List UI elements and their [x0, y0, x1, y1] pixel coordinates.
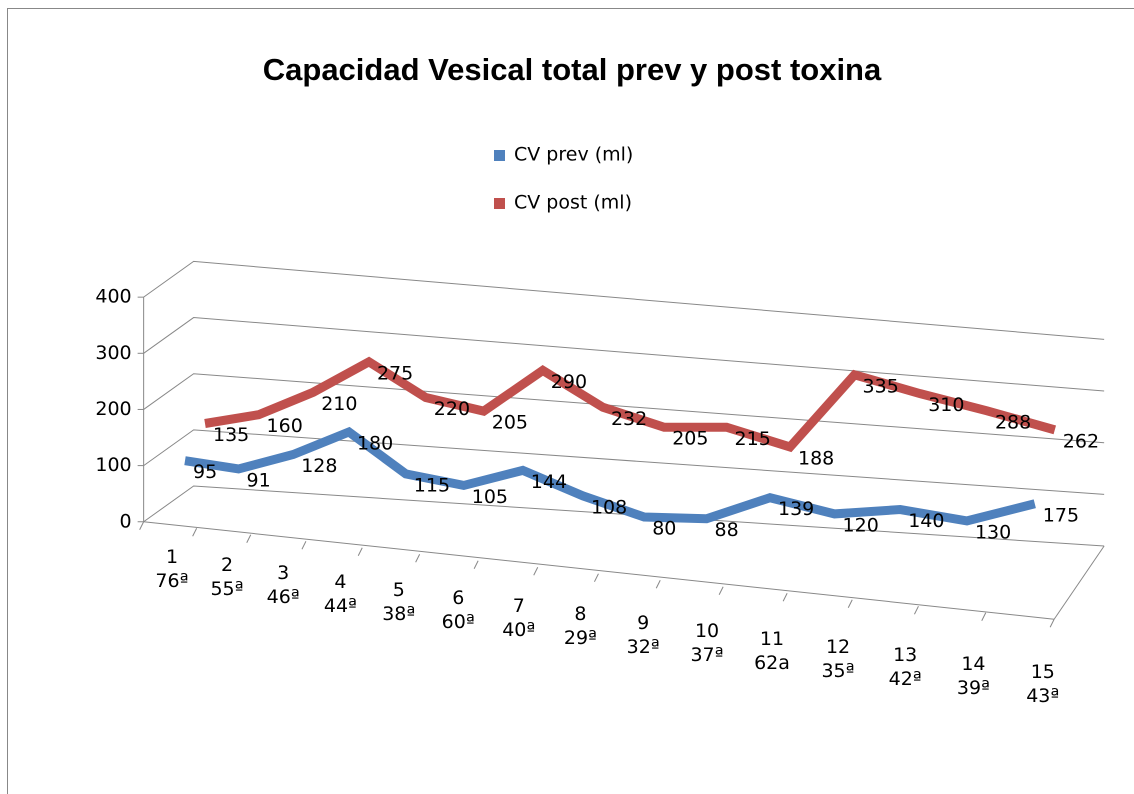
data-label: 210	[321, 393, 357, 415]
data-label: 262	[1063, 430, 1099, 452]
grid-line	[143, 317, 1105, 392]
legend-label: CV prev (ml)	[514, 144, 633, 166]
grid-line	[143, 429, 1105, 495]
x-tick-label: 4 44ª	[323, 570, 357, 617]
data-label: 310	[928, 394, 964, 416]
data-label: 128	[301, 455, 337, 477]
data-label: 175	[1043, 504, 1079, 526]
data-label: 105	[472, 486, 508, 508]
data-label: 180	[357, 432, 393, 454]
x-tick	[718, 586, 724, 595]
data-label: 120	[843, 514, 879, 536]
x-tick-label: 2 55ª	[210, 554, 244, 601]
data-label: 139	[778, 498, 814, 520]
data-label: 205	[672, 428, 708, 450]
data-label: 232	[611, 408, 647, 430]
x-tick-label: 9 32ª	[626, 611, 660, 658]
chart-title: Capacidad Vesical total prev y post toxi…	[263, 52, 882, 87]
x-tick	[1049, 619, 1055, 628]
data-label: 275	[377, 362, 413, 384]
x-tick-label: 13 42ª	[888, 644, 922, 691]
data-label: 95	[193, 461, 217, 483]
floor-edge	[1053, 545, 1105, 620]
y-tick-label: 300	[95, 342, 131, 364]
chart-border	[7, 8, 1134, 794]
y-tick-label: 400	[95, 286, 131, 308]
x-tick	[981, 612, 987, 621]
y-tick-label: 0	[120, 510, 132, 532]
data-label: 130	[975, 521, 1011, 543]
x-tick	[533, 567, 539, 576]
x-tick-label: 11 62a	[754, 628, 790, 674]
grid-line	[143, 260, 1105, 340]
data-label: 91	[247, 469, 271, 491]
x-axis	[143, 521, 1055, 620]
x-tick-label: 8 29ª	[563, 603, 597, 650]
series-line	[204, 356, 1057, 453]
legend-swatch	[494, 198, 505, 209]
series-line	[184, 426, 1036, 526]
grid-line	[143, 373, 1105, 444]
data-label: 335	[863, 375, 899, 397]
x-tick	[415, 554, 421, 563]
data-label: 290	[551, 371, 587, 393]
x-tick	[473, 560, 479, 569]
x-tick-label: 12 35ª	[821, 636, 855, 683]
data-label: 135	[213, 424, 249, 446]
x-tick-label: 10 37ª	[690, 619, 724, 666]
x-tick	[593, 573, 599, 582]
legend-swatch	[494, 150, 505, 161]
data-label: 140	[908, 510, 944, 532]
data-label: 108	[591, 496, 627, 518]
data-label: 88	[715, 519, 739, 541]
x-tick-label: 7 40ª	[502, 595, 536, 642]
data-label: 288	[995, 411, 1031, 433]
x-tick-label: 5 38ª	[382, 578, 416, 625]
x-tick	[655, 580, 661, 589]
data-label: 160	[267, 415, 303, 437]
legend-label: CV post (ml)	[514, 192, 632, 214]
x-tick	[782, 593, 788, 602]
x-tick-label: 14 39ª	[956, 652, 990, 699]
x-tick-label: 3 46ª	[266, 562, 300, 609]
x-tick	[246, 534, 252, 543]
x-tick	[192, 528, 198, 537]
data-label: 188	[798, 447, 834, 469]
y-tick-label: 200	[95, 398, 131, 420]
data-label: 80	[652, 518, 676, 540]
x-tick-label: 1 76ª	[155, 546, 189, 592]
x-tick-label: 15 43ª	[1026, 660, 1060, 707]
data-label: 215	[735, 428, 771, 450]
y-tick-label: 100	[95, 454, 131, 476]
x-tick	[847, 599, 853, 608]
x-tick	[139, 521, 145, 530]
x-tick	[301, 541, 307, 550]
grid-line	[143, 485, 1105, 547]
data-label: 205	[492, 412, 528, 434]
x-tick	[357, 547, 363, 556]
data-label: 115	[414, 474, 450, 496]
x-tick-label: 6 60ª	[441, 587, 475, 633]
data-label: 220	[434, 398, 470, 420]
data-label: 144	[531, 471, 567, 493]
x-tick	[913, 606, 919, 615]
